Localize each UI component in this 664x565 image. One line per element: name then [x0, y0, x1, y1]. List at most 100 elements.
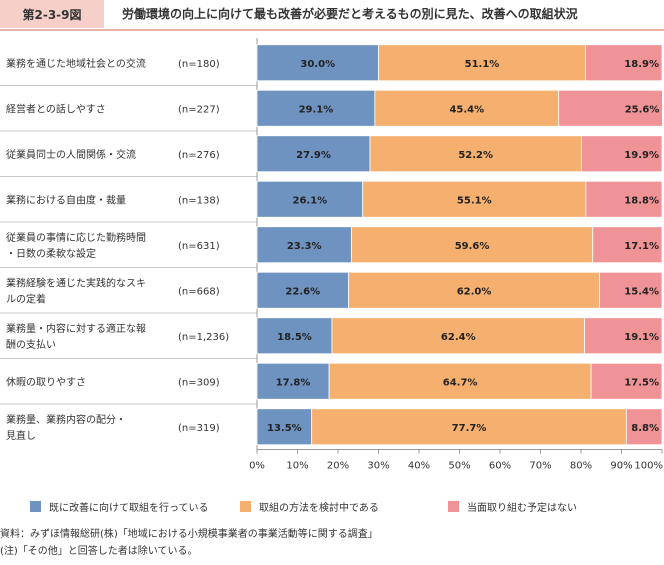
data-label: 64.7%: [443, 377, 478, 388]
bar-segment: [256, 362, 330, 400]
data-label: 30.0%: [300, 59, 335, 70]
data-label: 15.4%: [624, 286, 659, 297]
data-label: 17.8%: [276, 377, 311, 388]
bar-segment: [581, 135, 663, 173]
figure-number-tag: 第2-3-9図: [0, 0, 104, 28]
n-label: (n=138): [178, 195, 220, 206]
bar-segment: [585, 44, 663, 82]
category-label: 休暇の取りやすさ: [6, 376, 86, 388]
bar-segment: [590, 362, 663, 400]
legend-swatch-series-3: [448, 501, 459, 512]
data-label: 27.9%: [296, 150, 331, 161]
category-label-line: 経営者との話しやすさ: [6, 102, 106, 115]
exclusion-note: (注)「その他」と回答した者は除いている。: [0, 546, 198, 557]
bar-segment: [311, 408, 627, 446]
data-label: 51.1%: [465, 59, 500, 70]
category-label-line: 業務における自由度・裁量: [6, 193, 126, 206]
n-label: (n=631): [178, 241, 220, 252]
bar-segment: [348, 271, 601, 309]
data-label: 18.8%: [624, 195, 659, 206]
data-label: 45.4%: [449, 104, 484, 115]
x-tick-label: 70%: [529, 461, 551, 472]
data-label: 55.1%: [457, 195, 492, 206]
header-rule: [0, 29, 664, 31]
legend-item-series-2: 取組の方法を検討中である: [240, 499, 379, 514]
category-label: 業務における自由度・裁量: [6, 193, 126, 206]
category-label-line: ルの定着: [6, 292, 46, 305]
category-label-line: ・日数の柔軟な設定: [6, 247, 96, 260]
bar-segment: [599, 271, 663, 309]
category-label: 従業員の事情に応じた勤務時間・日数の柔軟な設定: [6, 231, 146, 260]
bar-segment: [256, 408, 313, 446]
n-label: (n=1,236): [178, 332, 229, 343]
bar-segment: [256, 271, 349, 309]
bar-segment: [374, 89, 560, 127]
bar-segment: [558, 89, 663, 127]
x-tick-label: 80%: [570, 461, 592, 472]
x-tick-label: 20%: [327, 461, 349, 472]
source-note: 資料：みずほ情報総研(株)「地域における小規模事業者の事業活動等に関する調査」: [0, 529, 378, 540]
data-label: 77.7%: [452, 423, 487, 434]
n-label: (n=319): [178, 423, 220, 434]
bar-segment: [350, 226, 594, 264]
bar-segment: [328, 362, 592, 400]
bar-segment: [362, 180, 587, 218]
legend-item-series-3: 当面取り組む予定はない: [448, 499, 577, 514]
category-label-line: 従業員の事情に応じた勤務時間: [6, 231, 146, 244]
data-label: 18.5%: [277, 332, 312, 343]
bar-segment: [592, 226, 663, 264]
legend-label-series-2: 取組の方法を検討中である: [259, 503, 379, 514]
category-label-line: 業務量、業務内容の配分・: [6, 413, 126, 426]
bar-segment: [256, 89, 376, 127]
x-tick-label: 30%: [367, 461, 389, 472]
x-tick-label: 100%: [634, 461, 663, 472]
stacked-bar-chart: 業務を通じた地域社会との交流 (n=180) 30.0% 51.1% 18.9% 経営者と…: [0, 38, 663, 472]
data-label: 62.4%: [441, 332, 476, 343]
category-label: 業務経験を通じた実践的なスキルの定着: [6, 276, 146, 305]
bar-segment: [256, 226, 352, 264]
data-label: 17.1%: [624, 241, 659, 252]
data-label: 19.9%: [624, 150, 659, 161]
data-label: 23.3%: [287, 241, 322, 252]
bar-segment: [625, 408, 663, 446]
bar-segment: [256, 317, 333, 355]
n-label: (n=276): [178, 150, 220, 161]
data-label: 19.1%: [624, 332, 659, 343]
bar-segment: [584, 317, 663, 355]
category-label: 業務量・内容に対する適正な報酬の支払い: [6, 322, 146, 351]
legend-swatch-series-2: [240, 501, 251, 512]
n-label: (n=309): [178, 377, 220, 388]
legend-label-series-1: 既に改善に向けて取組を行っている: [49, 503, 209, 514]
data-label: 62.0%: [457, 286, 492, 297]
category-label-line: 業務を通じた地域社会との交流: [6, 57, 146, 70]
n-label: (n=180): [178, 59, 220, 70]
data-label: 13.5%: [267, 423, 302, 434]
chart-title: 労働環境の向上に向けて最も改善が必要だと考えるもの別に見た、改善への取組状況: [122, 7, 578, 21]
bar-segment: [585, 180, 663, 218]
bar-segment: [256, 180, 364, 218]
category-label-line: 業務量・内容に対する適正な報: [6, 322, 146, 335]
notes: 資料：みずほ情報総研(株)「地域における小規模事業者の事業活動等に関する調査」 …: [0, 526, 378, 560]
bar-segment: [369, 135, 582, 173]
category-label-line: 見直し: [6, 429, 36, 442]
x-tick-label: 50%: [448, 461, 470, 472]
x-tick-label: 90%: [610, 461, 632, 472]
data-label: 29.1%: [299, 104, 334, 115]
data-label: 59.6%: [455, 241, 490, 252]
data-label: 52.2%: [458, 150, 493, 161]
category-label-line: 業務経験を通じた実践的なスキ: [6, 276, 146, 289]
category-label-line: 従業員同士の人間関係・交流: [6, 148, 136, 161]
x-tick-label: 0%: [249, 461, 265, 472]
data-label: 25.6%: [625, 104, 660, 115]
data-label: 18.9%: [624, 59, 659, 70]
legend: 既に改善に向けて取組を行っている 取組の方法を検討中である 当面取り組む予定はな…: [0, 499, 664, 519]
n-label: (n=227): [178, 104, 220, 115]
data-label: 26.1%: [293, 195, 328, 206]
legend-swatch-series-1: [30, 501, 41, 512]
data-label: 8.8%: [631, 423, 659, 434]
legend-item-series-1: 既に改善に向けて取組を行っている: [30, 499, 209, 514]
n-label: (n=668): [178, 286, 220, 297]
data-label: 22.6%: [285, 286, 320, 297]
bar-segment: [256, 135, 371, 173]
category-label-line: 酬の支払い: [6, 338, 56, 351]
